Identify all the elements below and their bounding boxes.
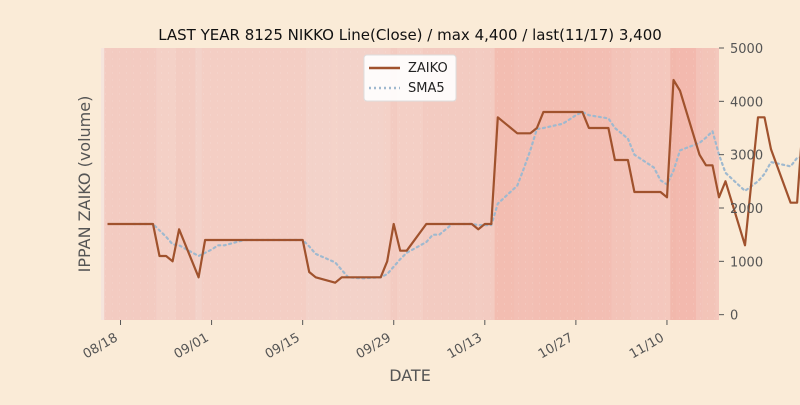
- shading-band: [215, 48, 222, 320]
- shading-band: [579, 48, 586, 320]
- shading-band: [111, 48, 118, 320]
- shading-band: [345, 48, 358, 320]
- shading-band: [117, 48, 124, 320]
- shading-band: [475, 48, 482, 320]
- shading-band: [169, 48, 176, 320]
- shading-band: [709, 48, 716, 320]
- y-tick-label: 0: [730, 309, 738, 324]
- shading-band: [540, 48, 560, 320]
- shading-band: [124, 48, 131, 320]
- shading-band: [267, 48, 287, 320]
- shading-band: [573, 48, 580, 320]
- shading-band: [527, 48, 534, 320]
- legend-label-zaiko: ZAIKO: [408, 61, 448, 76]
- shading-band: [586, 48, 606, 320]
- shading-band: [534, 48, 541, 320]
- shading-band: [156, 48, 163, 320]
- y-tick-label: 5000: [730, 42, 763, 57]
- shading-band: [241, 48, 248, 320]
- y-tick-label: 4000: [730, 95, 763, 110]
- shading-band: [521, 48, 528, 320]
- y-tick-label: 3000: [730, 149, 763, 164]
- y-tick-label: 1000: [730, 255, 763, 270]
- shading-band: [703, 48, 710, 320]
- x-axis-label: DATE: [389, 366, 431, 385]
- shading-band: [306, 48, 313, 320]
- shading-band: [221, 48, 241, 320]
- shading-band: [560, 48, 567, 320]
- shading-band: [299, 48, 306, 320]
- shading-band: [631, 48, 651, 320]
- shading-band: [612, 48, 625, 320]
- shading-band: [208, 48, 215, 320]
- shading-band: [605, 48, 612, 320]
- chart-title: LAST YEAR 8125 NIKKO Line(Close) / max 4…: [158, 26, 662, 44]
- shading-band: [625, 48, 632, 320]
- shading-band: [332, 48, 339, 320]
- shading-band: [130, 48, 150, 320]
- shading-band: [495, 48, 515, 320]
- shading-band: [104, 48, 111, 320]
- legend: ZAIKO SMA5: [364, 55, 456, 101]
- shading-band: [254, 48, 261, 320]
- legend-label-sma5: SMA5: [408, 81, 445, 96]
- shading-band: [195, 48, 202, 320]
- y-axis-label: IPPAN ZAIKO (volume): [75, 96, 94, 273]
- shading-band: [293, 48, 300, 320]
- shading-band: [657, 48, 664, 320]
- shading-band: [286, 48, 293, 320]
- shading-band: [202, 48, 209, 320]
- y-tick-label: 2000: [730, 202, 763, 217]
- shading-band: [651, 48, 658, 320]
- shading-band: [566, 48, 573, 320]
- shading-band: [482, 48, 489, 320]
- shading-band: [176, 48, 196, 320]
- shading-band: [150, 48, 157, 320]
- shading-band: [247, 48, 254, 320]
- shading-band: [163, 48, 170, 320]
- shading-band: [469, 48, 476, 320]
- shading-band: [260, 48, 267, 320]
- shading-band: [696, 48, 703, 320]
